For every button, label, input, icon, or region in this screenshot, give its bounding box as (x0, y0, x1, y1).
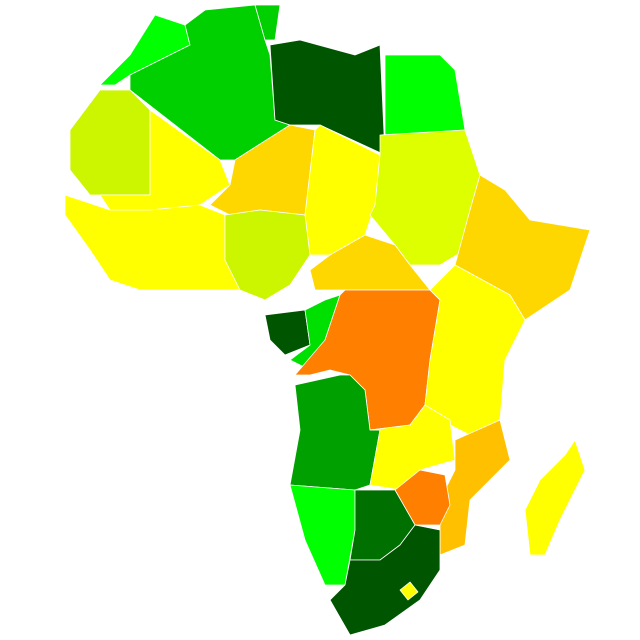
region (254, 4, 281, 41)
region (439, 419, 511, 556)
region (384, 54, 466, 136)
region (369, 404, 456, 491)
region (224, 209, 311, 301)
region (329, 524, 441, 636)
region (264, 309, 311, 356)
region (524, 439, 586, 556)
region (454, 174, 591, 321)
region (399, 581, 419, 601)
region (369, 129, 481, 266)
